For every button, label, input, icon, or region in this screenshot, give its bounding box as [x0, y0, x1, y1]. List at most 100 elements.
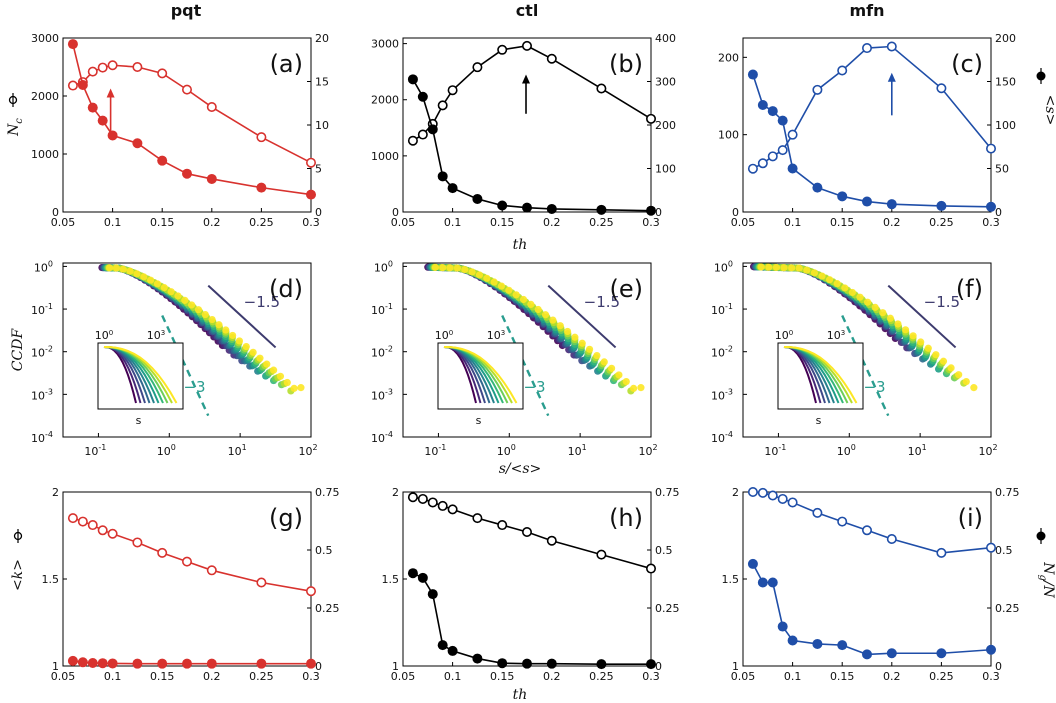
inset-tick-label: 103: [827, 329, 845, 342]
data-point-open: [107, 528, 118, 539]
x-tick-label: 101: [568, 443, 587, 458]
ccdf-point: [863, 298, 872, 306]
x-tick-label: 0.15: [830, 670, 855, 683]
y-tick-label-left: 3000: [31, 32, 59, 45]
data-point-filled: [427, 589, 438, 600]
data-point-open: [67, 80, 78, 91]
x-tick-exp: 2: [992, 443, 997, 452]
ccdf-point: [622, 377, 630, 386]
slope-line-3: [161, 314, 210, 417]
ccdf-point: [147, 276, 155, 284]
ccdf-point: [818, 272, 826, 280]
data-point-filled: [447, 645, 458, 656]
y-tick-label-right: 200: [995, 32, 1016, 45]
y-tick-label-right: 300: [655, 76, 676, 89]
y-label-k: <k>: [10, 559, 26, 591]
svg-text:<s>: <s>: [1042, 95, 1056, 126]
y-tick-label: 10-3: [711, 387, 733, 402]
ccdf-point: [615, 371, 623, 379]
inset-tick-label: 103: [487, 329, 505, 342]
data-point-open: [132, 61, 143, 72]
data-point-open: [206, 565, 217, 576]
y-tick-label-right: 0: [655, 660, 662, 673]
y-tick-label-left: 200: [718, 51, 739, 64]
ccdf-point: [841, 284, 849, 292]
panel-label: (e): [610, 275, 644, 303]
ccdf-point: [112, 264, 121, 272]
ccdf-point: [970, 384, 978, 392]
data-point-filled: [837, 640, 848, 651]
x-tick-label: 0.1: [784, 216, 802, 229]
y-tick-label: 10-4: [31, 430, 53, 445]
data-point-open: [407, 135, 418, 146]
ccdf-point: [249, 348, 257, 356]
y-tick-label-left: 3000: [371, 38, 399, 51]
y-tick-label-right: 400: [655, 32, 676, 45]
inset-curve: [783, 346, 858, 404]
ccdf-point: [765, 263, 773, 271]
y-tick-label-left: 1000: [371, 150, 399, 163]
data-point-open: [767, 490, 778, 501]
data-point-open: [132, 537, 143, 548]
y-tick-exp: -4: [45, 430, 53, 439]
panel-frame: [402, 262, 652, 438]
x-tick-exp: 0: [171, 443, 176, 452]
data-point-filled: [546, 203, 557, 214]
data-point-filled: [497, 658, 508, 669]
y-tick-label-right: 50: [995, 163, 1009, 176]
data-point-filled: [812, 638, 823, 649]
data-point-open: [182, 84, 193, 95]
ccdf-point: [534, 305, 542, 314]
x-tick-label: 10-1: [84, 443, 106, 458]
data-point-open: [777, 145, 788, 156]
y-tick-label-left: 0: [52, 206, 59, 219]
x-tick-label: 102: [298, 443, 317, 458]
y-tick-label: 10-3: [371, 387, 393, 402]
arrow-head: [887, 72, 896, 82]
data-point-open: [417, 493, 428, 504]
x-tick-label: 0.2: [883, 216, 901, 229]
panel-label: (g): [269, 504, 303, 532]
data-point-filled: [767, 577, 778, 588]
inset-curve: [103, 346, 178, 404]
y-tick-label-left: 1.5: [42, 573, 60, 586]
data-point-open: [777, 493, 788, 504]
slope-line-3: [501, 314, 550, 417]
data-point-open: [447, 85, 458, 96]
data-point-filled: [417, 91, 428, 102]
panel-label: (b): [609, 50, 643, 78]
y-tick-label-right: 0: [315, 206, 322, 219]
svg-text:CCDF: CCDF: [10, 328, 26, 372]
ccdf-point: [879, 309, 887, 317]
ccdf-point: [607, 364, 616, 372]
x-tick-label: 0.05: [51, 216, 76, 229]
ccdf-point: [167, 288, 175, 296]
svg-text:Nc: Nc: [6, 118, 25, 137]
ccdf-point: [140, 273, 148, 281]
y-tick-label-right: 5: [315, 163, 322, 176]
data-point-filled: [206, 173, 217, 184]
x-tick-label: 102: [978, 443, 997, 458]
ccdf-point: [519, 295, 528, 304]
inset-tick-exp: 3: [161, 329, 165, 337]
ccdf-point: [788, 264, 796, 272]
data-point-filled: [256, 658, 267, 669]
x-tick-label: 0.2: [203, 670, 221, 683]
y-tick-label: 100: [374, 259, 393, 274]
inset-tick-label: 100: [95, 329, 113, 342]
ccdf-point: [461, 265, 469, 274]
x-tick-label: 0.1: [784, 670, 802, 683]
data-point-open: [837, 65, 848, 76]
y-tick-label-left: 0: [392, 206, 399, 219]
y-tick-label: 10-1: [371, 302, 393, 317]
data-point-filled: [427, 124, 438, 135]
y-tick-label-right: 0: [995, 660, 1002, 673]
data-point-filled: [87, 102, 98, 113]
data-point-open: [97, 525, 108, 536]
data-point-open: [747, 163, 758, 174]
y-label-nc: Nc: [6, 118, 25, 137]
panel-a: 0.05 0.1 0.15 0.2 0.25 0.30100020003000051015…: [31, 32, 329, 229]
x-label-th-bottom: th: [513, 687, 528, 703]
inset-tick-exp: 3: [841, 329, 845, 337]
